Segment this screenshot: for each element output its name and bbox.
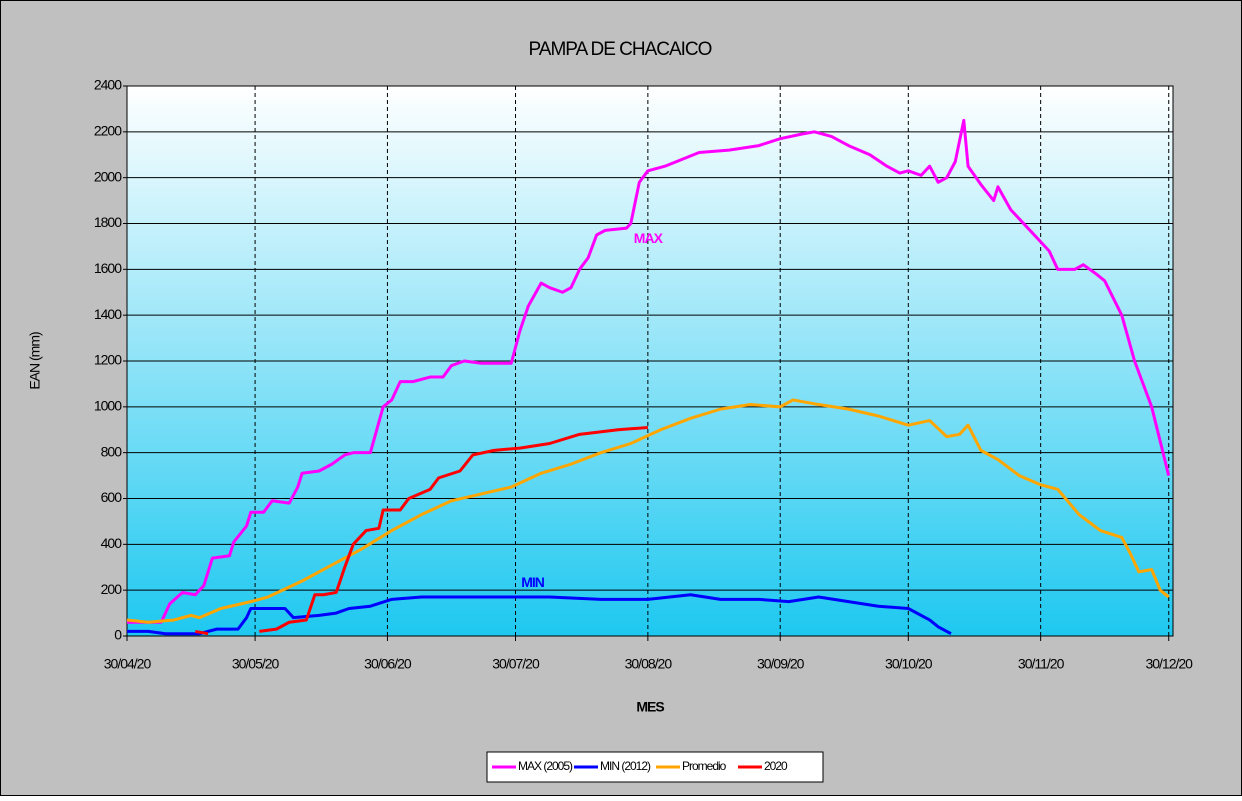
y-tick-label: 400: [101, 535, 123, 551]
series-line: [127, 593, 952, 636]
legend-label: 2020: [764, 759, 788, 773]
series-line: [126, 398, 1170, 624]
x-tick-label: 30/11/20: [1018, 656, 1065, 672]
legend: [486, 751, 824, 783]
y-tick-label: 600: [101, 489, 123, 505]
y-tick-label: 2400: [94, 77, 122, 93]
y-tick-label: 0: [114, 627, 122, 643]
legend-label: MIN (2012): [600, 759, 651, 773]
y-tick-label: 1000: [94, 398, 122, 414]
y-axis-label: EAN (mm): [27, 332, 43, 390]
y-tick-label: 1600: [94, 260, 122, 276]
y-tick-label: 1200: [94, 352, 122, 368]
x-tick-label: 30/07/20: [492, 656, 540, 672]
x-tick-label: 30/04/20: [104, 656, 152, 672]
series-line: [195, 425, 648, 636]
x-axis-label: MES: [636, 699, 664, 715]
x-tick-label: 30/06/20: [364, 656, 412, 672]
y-tick-label: 2000: [94, 168, 122, 184]
y-tick-label: 2200: [94, 123, 122, 139]
legend-label: MAX (2005): [518, 759, 573, 773]
legend-label: Promedio: [682, 759, 727, 773]
annotation: MIN: [521, 574, 545, 590]
chart-title: PAMPA DE CHACAICO: [529, 39, 712, 60]
x-tick-label: 30/09/20: [757, 656, 805, 672]
x-tick-label: 30/08/20: [625, 656, 673, 672]
annotation: MAX: [634, 230, 664, 246]
y-tick-label: 1400: [94, 306, 122, 322]
x-tick-label: 30/05/20: [232, 656, 280, 672]
y-tick-label: 1800: [94, 214, 122, 230]
y-tick-label: 800: [101, 443, 123, 459]
x-tick-label: 30/10/20: [885, 656, 933, 672]
y-tick-label: 200: [101, 581, 123, 597]
series-line: [127, 118, 1171, 624]
x-tick-label: 30/12/20: [1145, 656, 1193, 672]
